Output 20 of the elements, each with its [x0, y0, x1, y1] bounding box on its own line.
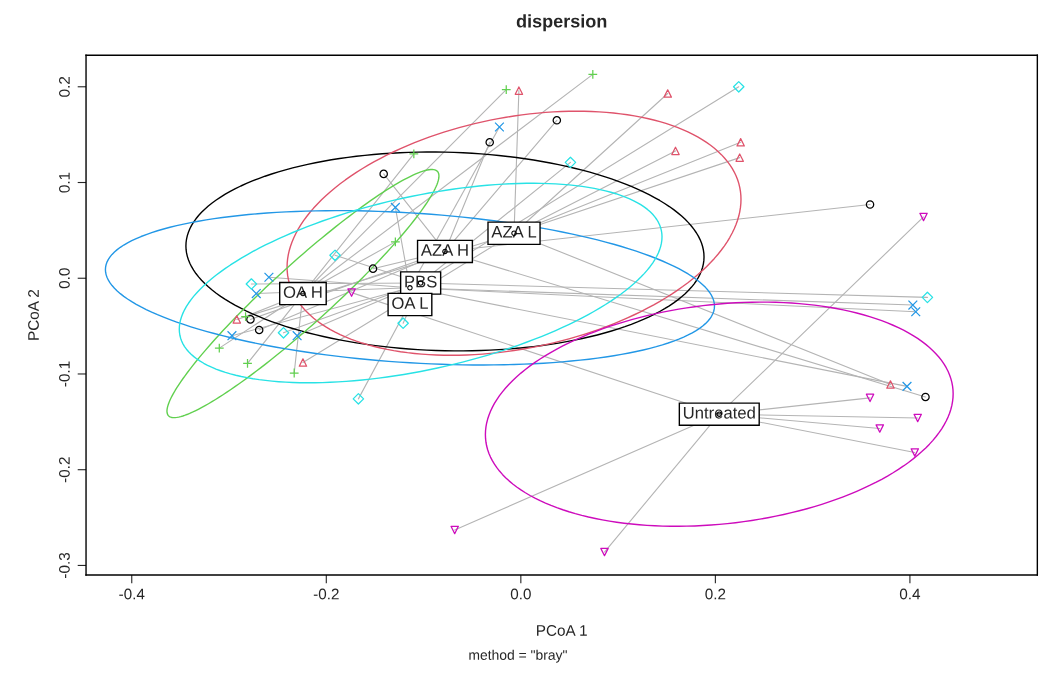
y-tick-label: 0.2: [59, 76, 70, 97]
y-tick-label: -0.3: [59, 552, 70, 578]
chart-title: dispersion: [516, 14, 607, 32]
data-label: OA H: [283, 286, 322, 299]
x-axis-title: PCoA 1: [537, 625, 587, 636]
data-label: OA L: [392, 297, 428, 309]
y-tick-label: 0.1: [59, 172, 70, 193]
x-tick-label: 0.0: [510, 588, 531, 600]
data-label: Untreated: [683, 406, 755, 419]
text: method = "bray": [469, 649, 567, 663]
data-label: AZA L: [491, 226, 537, 238]
x-tick-label: 0.2: [705, 588, 726, 600]
x-tick-label: -0.2: [313, 588, 339, 600]
y-tick-label: -0.1: [59, 361, 70, 387]
y-tick-label: 0.0: [59, 268, 70, 289]
y-tick-label: -0.2: [59, 457, 70, 483]
data-label: AZA H: [420, 244, 468, 256]
x-tick-label: -0.4: [119, 588, 145, 600]
x-tick-label: 0.4: [899, 588, 921, 600]
y-axis-title: PCoA 2: [28, 289, 39, 340]
